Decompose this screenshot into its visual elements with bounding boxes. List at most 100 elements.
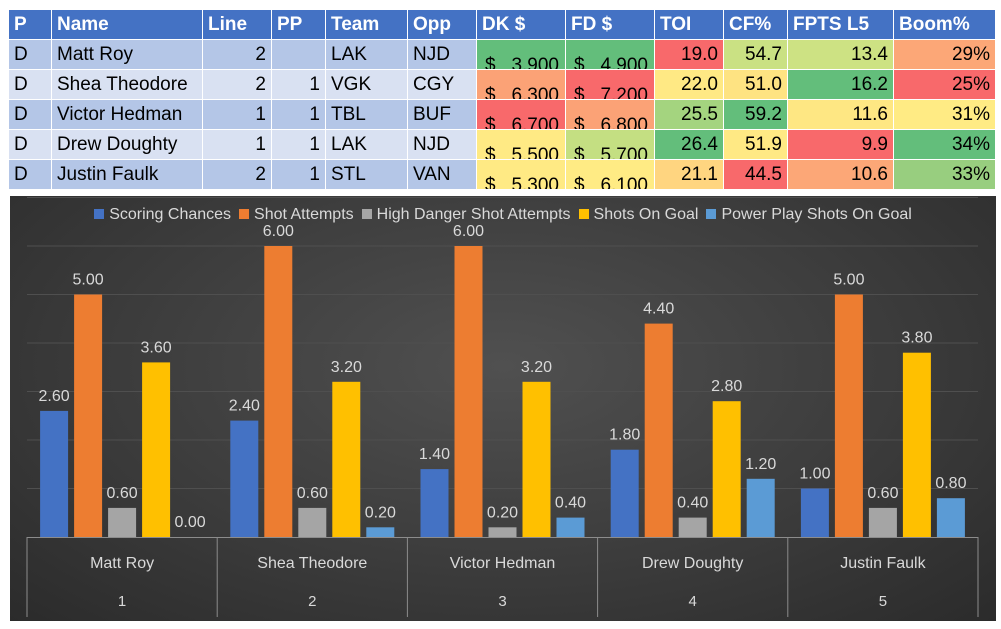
name-cell: Victor Hedman: [51, 99, 203, 130]
data-label: 0.60: [107, 485, 138, 502]
fpts-cell: 16.2: [787, 69, 894, 100]
category-label: Justin Faulk: [840, 555, 926, 572]
data-label: 4.40: [643, 301, 674, 318]
column-header[interactable]: Line: [202, 9, 272, 40]
data-label: 0.60: [297, 485, 328, 502]
dk-salary-cell: $6,300: [476, 69, 566, 100]
data-label: 1.20: [745, 456, 776, 473]
table-row: D Matt Roy 2 LAK NJD $3,900 $4,900 19.0 54.7 13.4…: [8, 39, 996, 70]
legend-item[interactable]: Shots On Goal: [578, 206, 698, 224]
cf-cell: 59.2: [723, 99, 788, 130]
bar: [800, 488, 829, 537]
fd-salary-cell: $7,200: [565, 69, 655, 100]
boom-cell: 34%: [893, 129, 996, 160]
opp-cell: NJD: [407, 39, 477, 70]
data-label: 3.20: [331, 359, 362, 376]
bar: [644, 323, 673, 537]
column-header[interactable]: TOI: [654, 9, 724, 40]
currency-symbol: $: [574, 54, 585, 70]
legend-label: High Danger Shot Attempts: [376, 206, 571, 223]
toi-cell: 21.1: [654, 159, 724, 190]
column-header[interactable]: P: [8, 9, 52, 40]
bar: [264, 246, 293, 537]
column-header[interactable]: FPTS L5: [787, 9, 894, 40]
opp-cell: CGY: [407, 69, 477, 100]
data-label: 0.40: [555, 495, 586, 512]
data-label: 6.00: [453, 223, 484, 240]
category-index-label: 1: [118, 593, 126, 610]
bar: [74, 294, 103, 537]
data-label: 0.00: [175, 514, 206, 531]
name-cell: Drew Doughty: [51, 129, 203, 160]
table-header: P Name Line PP Team Opp DK $ FD $ TOI CF% FPTS L5 B…: [8, 9, 996, 40]
bar: [420, 469, 449, 537]
column-header[interactable]: Team: [325, 9, 408, 40]
bar: [834, 294, 863, 537]
column-header[interactable]: FD $: [565, 9, 655, 40]
currency-symbol: $: [574, 114, 585, 130]
position-cell: D: [8, 159, 52, 190]
table-row: D Justin Faulk 2 1 STL VAN $5,300 $6,100 21.1 44.…: [8, 159, 996, 190]
toi-cell: 19.0: [654, 39, 724, 70]
data-label: 3.60: [141, 339, 172, 356]
column-header[interactable]: DK $: [476, 9, 566, 40]
column-header[interactable]: Name: [51, 9, 203, 40]
line-cell: 2: [202, 39, 272, 70]
column-header[interactable]: Boom%: [893, 9, 996, 40]
boom-cell: 25%: [893, 69, 996, 100]
category-index-label: 3: [498, 593, 506, 610]
bar: [746, 478, 775, 537]
table-body: D Matt Roy 2 LAK NJD $3,900 $4,900 19.0 54.7 13.4…: [8, 39, 996, 190]
bar: [40, 410, 69, 537]
position-cell: D: [8, 99, 52, 130]
legend-item[interactable]: High Danger Shot Attempts: [361, 206, 571, 224]
legend-item[interactable]: Scoring Chances: [94, 206, 231, 224]
legend-item[interactable]: Shot Attempts: [239, 206, 354, 224]
legend-label: Shot Attempts: [254, 206, 354, 223]
fpts-cell: 11.6: [787, 99, 894, 130]
fd-salary-cell: $6,100: [565, 159, 655, 190]
legend-item[interactable]: Power Play Shots On Goal: [706, 206, 912, 224]
data-label: 3.80: [901, 330, 932, 347]
fd-salary-cell: $4,900: [565, 39, 655, 70]
team-cell: STL: [325, 159, 408, 190]
data-label: 2.40: [229, 398, 260, 415]
fpts-cell: 13.4: [787, 39, 894, 70]
bar: [332, 381, 361, 537]
toi-cell: 22.0: [654, 69, 724, 100]
bar: [610, 449, 639, 537]
bar: [678, 517, 707, 537]
salary-amount: 7,200: [600, 84, 648, 100]
column-header[interactable]: PP: [271, 9, 326, 40]
bar: [298, 507, 327, 537]
position-cell: D: [8, 129, 52, 160]
dk-salary-cell: $3,900: [476, 39, 566, 70]
column-header[interactable]: Opp: [407, 9, 477, 40]
bar: [868, 507, 897, 537]
bar: [936, 498, 965, 537]
boom-cell: 31%: [893, 99, 996, 130]
table-row: D Victor Hedman 1 1 TBL BUF $6,700 $6,800 25.5 59…: [8, 99, 996, 130]
cf-cell: 51.9: [723, 129, 788, 160]
line-cell: 2: [202, 69, 272, 100]
salary-amount: 4,900: [600, 54, 648, 70]
data-label: 0.60: [867, 485, 898, 502]
salary-amount: 5,500: [511, 144, 559, 160]
data-label: 1.40: [419, 446, 450, 463]
currency-symbol: $: [574, 144, 585, 160]
data-label: 1.00: [799, 466, 830, 483]
bar: [522, 381, 551, 537]
bar: [712, 401, 741, 537]
name-cell: Matt Roy: [51, 39, 203, 70]
legend-swatch: [706, 209, 717, 219]
currency-symbol: $: [485, 144, 496, 160]
currency-symbol: $: [485, 174, 496, 190]
legend-swatch: [94, 209, 105, 219]
boom-cell: 29%: [893, 39, 996, 70]
column-header[interactable]: CF%: [723, 9, 788, 40]
chart-area: Scoring Chances Shot Attempts High Danger …: [10, 196, 996, 621]
pp-cell: [271, 39, 326, 70]
category-label: Matt Roy: [90, 555, 154, 572]
team-cell: TBL: [325, 99, 408, 130]
bar: [556, 517, 585, 537]
